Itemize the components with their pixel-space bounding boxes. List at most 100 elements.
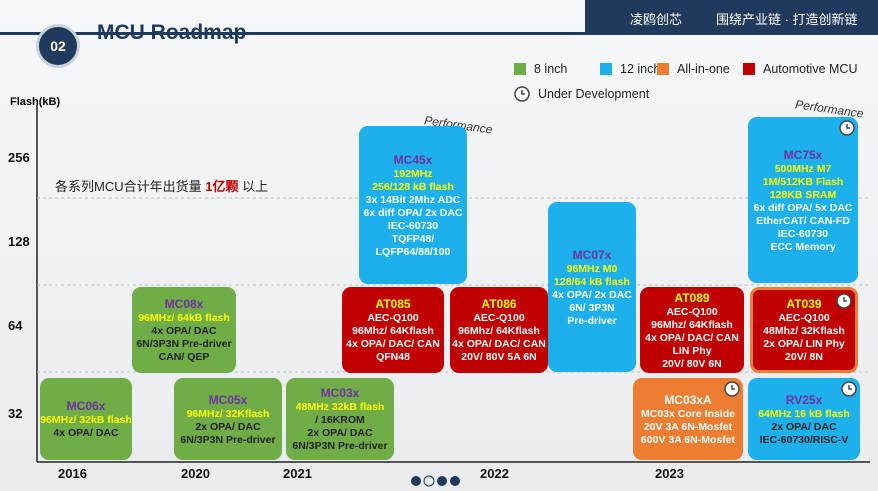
- y-tick-label: 256: [8, 150, 30, 165]
- legend-swatch: [743, 63, 755, 75]
- product-spec: EtherCAT/ CAN-FD: [756, 214, 850, 227]
- product-spec: 256/128 kB flash: [372, 180, 454, 193]
- product-spec: 96Mhz/ 64Kflash: [651, 318, 733, 331]
- product-spec: 3x 14Bit 2Mhz ADC: [365, 193, 461, 206]
- legend-clock: Under Development: [514, 86, 649, 102]
- product-box: MC07x 96MHz M0 128/64 kB flash 4x OPA/ 2x D…: [548, 202, 636, 372]
- product-spec: 96MHz M0: [566, 262, 618, 275]
- product-name: AT039: [786, 297, 822, 311]
- product-name: MC07x: [572, 247, 612, 262]
- product-box: MC03x 48MHz 32kB flash/ 16KROM 2x OPA/ DAC…: [286, 378, 394, 460]
- product-spec: MC03x Core Inside: [641, 407, 735, 420]
- product-spec: IEC-60730: [777, 227, 829, 240]
- clock-icon: [836, 293, 852, 309]
- product-spec: IEC-60730: [387, 219, 439, 232]
- product-name: MC05x: [208, 392, 248, 407]
- product-spec: 20V/ 80V 5A 6N: [461, 351, 537, 363]
- product-box: MC75x 500MHz M7 1M/512KB Flash 128KB SRAM 6x…: [748, 117, 858, 283]
- product-name: AT089: [674, 290, 710, 305]
- product-spec: 4x OPA/ DAC: [53, 427, 119, 439]
- product-spec: 2x OPA/ LIN Phy: [763, 338, 845, 350]
- clock-icon: [841, 381, 857, 397]
- brand: 凌鸥创芯: [630, 12, 683, 27]
- product-spec: AEC-Q100: [778, 312, 830, 324]
- product-name: MC06x: [66, 399, 106, 413]
- product-spec: 4x OPA/ DAC: [151, 325, 217, 337]
- legend-item: 8 inch: [514, 62, 567, 76]
- product-spec: 4x OPA/ DAC/ CAN: [645, 331, 739, 344]
- clock-icon: [724, 381, 740, 397]
- product-spec: LQFP64/88/100: [375, 245, 451, 258]
- product-spec: 96MHz/ 32kB flash: [40, 414, 132, 426]
- title: MCU Roadmap: [97, 21, 247, 44]
- product-name: MC03xA: [664, 392, 712, 407]
- legend-swatch: [657, 63, 669, 75]
- x-tick-label: 2023: [655, 466, 684, 481]
- product-spec: AEC-Q100: [473, 312, 525, 324]
- product-spec: 20V/ 8N: [785, 351, 823, 363]
- product-box: AT086 AEC-Q100 96Mhz/ 64Kflash 4x OPA/ DAC/…: [450, 287, 548, 373]
- product-name: MC08x: [164, 297, 204, 311]
- y-axis-label: Flash(kB): [10, 96, 61, 108]
- product-box: RV25x 64MHz 16 kB flash 2x OPA/ DAC IEC-607…: [748, 378, 860, 460]
- product-spec: 20V 3A 6N-Mosfet: [643, 420, 733, 433]
- annotation-text: 以上: [238, 179, 269, 194]
- product-box: AT039 AEC-Q100 48Mhz/ 32Kflash 2x OPA/ LIN …: [750, 287, 858, 373]
- product-box: AT085 AEC-Q100 96Mhz/ 64Kflash 4x OPA/ DAC/…: [342, 287, 444, 373]
- product-spec: 500MHz M7: [774, 162, 832, 175]
- product-box: MC06x 96MHz/ 32kB flash 4x OPA/ DAC: [40, 378, 132, 460]
- product-spec: 6N/3P3N Pre-driver: [292, 440, 388, 452]
- product-spec: 48Mhz/ 32Kflash: [763, 325, 845, 337]
- product-name: MC45x: [393, 152, 433, 167]
- product-name: MC03x: [320, 386, 360, 400]
- legend-swatch: [514, 63, 526, 75]
- product-spec: 4x OPA/ DAC/ CAN: [452, 338, 546, 350]
- header-rule: [0, 32, 878, 35]
- annotation-highlight: 1亿颗: [205, 179, 239, 194]
- legend-item: 12 inch: [600, 62, 660, 76]
- x-tick-label: 2022: [480, 466, 509, 481]
- product-name: AT085: [375, 297, 411, 311]
- legend-label: 8 inch: [534, 62, 568, 76]
- x-tick-label: 2016: [58, 466, 87, 481]
- product-spec: / 16KROM: [315, 414, 365, 426]
- product-spec: 20V/ 80V 6N: [662, 357, 722, 370]
- y-tick-label: 128: [8, 234, 30, 249]
- product-box: MC05x 96MHz/ 32Kflash 2x OPA/ DAC 6N/3P3N P…: [174, 378, 282, 460]
- product-spec: 2x OPA/ DAC: [307, 427, 373, 439]
- product-spec: 96Mhz/ 64Kflash: [458, 325, 540, 337]
- product-spec: TQFP48/: [391, 232, 435, 245]
- annotation: 各系列MCU合计年出货量 1亿颗 以上: [55, 176, 268, 195]
- product-spec: 96Mhz/ 64Kflash: [352, 325, 434, 337]
- legend-label: Under Development: [538, 87, 650, 101]
- product-box: MC03xA MC03x Core Inside 20V 3A 6N-Mosfet 6…: [633, 378, 743, 460]
- x-tick-label: 2020: [181, 466, 210, 481]
- product-spec: 64MHz 16 kB flash: [758, 407, 850, 420]
- x-tick-label: 2021: [283, 466, 312, 481]
- product-spec: 6x diff OPA/ 5x DAC: [753, 201, 853, 214]
- product-spec: 4x OPA/ DAC/ CAN: [346, 338, 440, 350]
- y-tick-label: 32: [8, 406, 23, 421]
- header-band: [585, 0, 878, 32]
- product-spec: 48MHz 32kB flash: [295, 401, 385, 413]
- product-name: MC75x: [783, 147, 823, 162]
- product-spec: 6x diff OPA/ 2x DAC: [363, 206, 463, 219]
- product-box: MC08x 96MHz/ 64kB flash 4x OPA/ DAC 6N/3P3N…: [132, 287, 236, 373]
- product-spec: 2x OPA/ DAC: [771, 420, 837, 433]
- product-spec: 2x OPA/ DAC: [195, 420, 261, 433]
- legend-item: Automotive MCU: [743, 62, 857, 76]
- legend-swatch: [600, 63, 612, 75]
- product-box: MC45x 192MHz 256/128 kB flash 3x 14Bit 2Mhz…: [359, 126, 467, 284]
- product-spec: 4x OPA/ 2x DAC: [552, 288, 632, 301]
- product-name: AT086: [481, 297, 517, 311]
- product-spec: AEC-Q100: [367, 312, 419, 324]
- product-spec: 96MHz/ 32Kflash: [186, 407, 270, 420]
- legend-label: 12 inch: [620, 62, 661, 76]
- slogan: 围绕产业链 · 打造创新链: [716, 12, 858, 27]
- badge: 02: [36, 24, 80, 68]
- product-spec: 6N/3P3N Pre-driver: [136, 338, 232, 350]
- product-spec: IEC-60730/RISC-V: [759, 433, 849, 446]
- product-spec: LIN Phy: [672, 344, 712, 357]
- annotation-text: 各系列MCU合计年出货量: [55, 179, 206, 194]
- product-spec: Pre-driver: [567, 314, 617, 327]
